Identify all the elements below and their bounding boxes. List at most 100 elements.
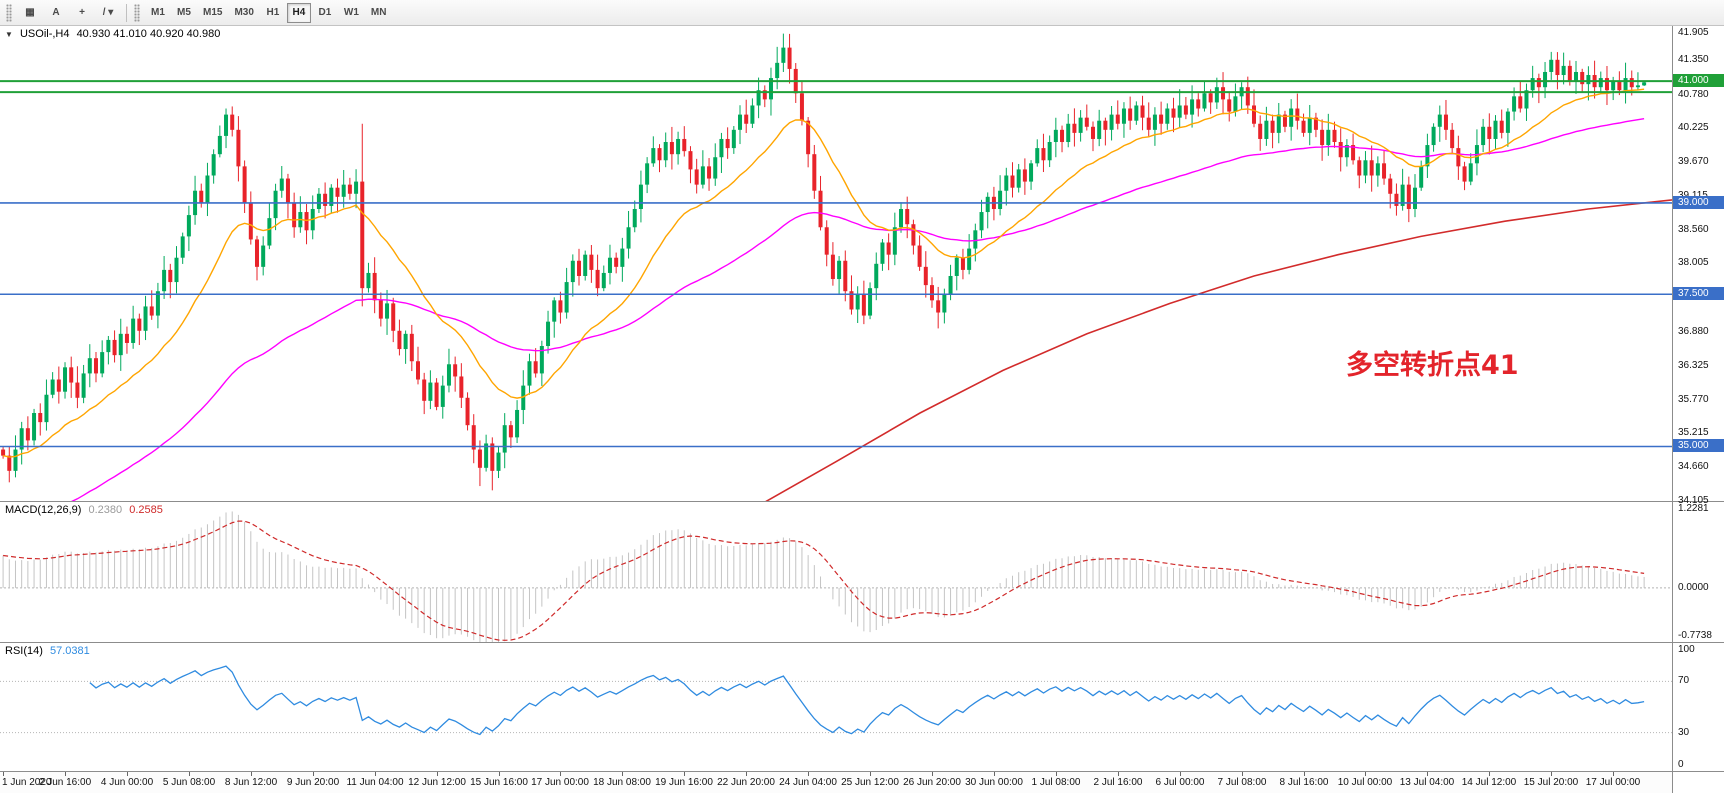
price-axis-label: 35.215 — [1678, 427, 1709, 438]
macd-main-value: 0.2380 — [88, 504, 123, 516]
trendline-dropdown-icon[interactable]: / ▾ — [96, 3, 120, 23]
timeframe-button-m15[interactable]: M15 — [198, 3, 227, 23]
timeframe-button-w1[interactable]: W1 — [339, 3, 364, 23]
chart-window: ▼ USOil-,H4 40.930 41.010 40.920 40.980 … — [0, 26, 1724, 793]
time-axis-label: 25 Jun 12:00 — [841, 777, 899, 788]
price-level-marker: 35.000 — [1673, 439, 1724, 452]
price-axis-label: 39.115 — [1678, 190, 1708, 201]
timeframe-button-m30[interactable]: M30 — [229, 3, 258, 23]
time-axis-label: 9 Jun 20:00 — [286, 777, 340, 788]
crosshair-icon[interactable]: + — [70, 3, 94, 23]
time-axis-tick — [1551, 772, 1552, 776]
time-axis-tick — [684, 772, 685, 776]
panel-divider[interactable] — [0, 642, 1672, 643]
time-axis-tick — [1489, 772, 1490, 776]
timeframe-button-d1[interactable]: D1 — [313, 3, 337, 23]
toolbar-grip-handle[interactable] — [6, 3, 12, 22]
price-axis-label: 40.780 — [1678, 89, 1709, 100]
time-axis-label: 17 Jul 00:00 — [1585, 777, 1641, 788]
rsi-axis-label: 70 — [1678, 675, 1690, 686]
time-axis-tick — [870, 772, 871, 776]
time-axis-label: 18 Jun 08:00 — [593, 777, 651, 788]
ma-fast-line — [2, 88, 1645, 458]
macd-signal-value: 0.2585 — [129, 504, 163, 516]
time-axis-label: 14 Jul 12:00 — [1461, 777, 1517, 788]
time-axis-label: 22 Jun 20:00 — [717, 777, 775, 788]
macd-label: MACD(12,26,9) — [5, 504, 82, 516]
chart-window-icon[interactable]: ▦ — [18, 3, 42, 23]
time-axis-tick — [189, 772, 190, 776]
price-plot[interactable] — [0, 26, 1672, 501]
time-axis-tick — [994, 772, 995, 776]
price-level-marker: 41.000 — [1673, 74, 1724, 87]
rsi-line — [89, 665, 1645, 736]
panel-divider[interactable] — [0, 501, 1672, 502]
price-axis-strip[interactable]: 41.905 41.350 40.780 40.225 39.670 39.115 38.5… — [1672, 26, 1724, 793]
time-axis-tick — [1056, 772, 1057, 776]
time-axis-tick — [127, 772, 128, 776]
time-axis-label: 13 Jul 04:00 — [1399, 777, 1455, 788]
price-axis-label: 38.560 — [1678, 224, 1709, 235]
text-annotation-icon[interactable]: A — [44, 3, 68, 23]
candlestick-series — [1, 33, 1647, 491]
axis-strip-divider — [1673, 501, 1724, 502]
price-axis-label: 34.105 — [1678, 495, 1709, 506]
drawing-toolbar: ▦ A + / ▾ — [17, 3, 121, 23]
price-axis-label: 41.350 — [1678, 54, 1709, 65]
time-axis-tick — [932, 772, 933, 776]
time-axis-tick — [499, 772, 500, 776]
timeframe-grip-handle[interactable] — [134, 3, 140, 22]
time-axis-tick — [1118, 772, 1119, 776]
price-axis-label: 36.325 — [1678, 360, 1709, 371]
time-axis-label: 8 Jul 16:00 — [1279, 777, 1329, 788]
timeframe-button-m1[interactable]: M1 — [146, 3, 170, 23]
time-axis-tick — [1180, 772, 1181, 776]
toolbar-separator — [126, 3, 127, 22]
macd-plot[interactable] — [0, 502, 1672, 642]
timeframe-button-m5[interactable]: M5 — [172, 3, 196, 23]
ma-slow-line — [765, 199, 1672, 501]
axis-strip-divider — [1673, 642, 1724, 643]
time-axis-label: 6 Jul 00:00 — [1155, 777, 1205, 788]
price-axis-label: 34.660 — [1678, 461, 1709, 472]
time-axis-label: 12 Jun 12:00 — [408, 777, 466, 788]
time-axis-tick — [65, 772, 66, 776]
panel-divider[interactable] — [0, 771, 1672, 772]
time-axis-tick — [251, 772, 252, 776]
time-axis-label: 26 Jun 20:00 — [903, 777, 961, 788]
time-axis-label: 7 Jul 08:00 — [1217, 777, 1267, 788]
price-axis-label: 40.225 — [1678, 122, 1709, 133]
rsi-plot[interactable] — [0, 643, 1672, 771]
time-axis-label: 10 Jul 00:00 — [1337, 777, 1393, 788]
macd-axis-label: -0.7738 — [1678, 630, 1712, 641]
time-axis-tick — [1304, 772, 1305, 776]
price-axis-label: 39.670 — [1678, 156, 1709, 167]
time-axis-label: 15 Jun 16:00 — [470, 777, 528, 788]
macd-histogram — [2, 511, 1645, 642]
time-axis-label: 1 Jun 2020 — [2, 777, 52, 788]
axis-strip-divider — [1673, 771, 1724, 772]
time-axis-label: 1 Jul 08:00 — [1031, 777, 1081, 788]
macd-indicator-panel[interactable]: MACD(12,26,9) 0.2380 0.2585 — [0, 502, 1672, 642]
time-axis-tick — [560, 772, 561, 776]
macd-readout: MACD(12,26,9) 0.2380 0.2585 — [5, 504, 167, 516]
price-level-marker: 39.000 — [1673, 196, 1724, 209]
timeframe-button-h1[interactable]: H1 — [261, 3, 285, 23]
price-axis-label: 41.905 — [1678, 27, 1709, 38]
price-chart-panel[interactable]: ▼ USOil-,H4 40.930 41.010 40.920 40.980 … — [0, 26, 1672, 501]
macd-axis-label: 0.0000 — [1678, 582, 1709, 593]
time-axis[interactable]: 1 Jun 2020 2 Jun 16:00 4 Jun 00:00 5 Jun 08… — [0, 772, 1672, 793]
chart-toolbar: ▦ A + / ▾ M1 M5 M15 M30 H1 H4 D1 W1 MN — [0, 0, 1724, 26]
timeframe-button-h4[interactable]: H4 — [286, 2, 311, 23]
rsi-readout: RSI(14) 57.0381 — [5, 645, 94, 657]
time-axis-tick — [808, 772, 809, 776]
rsi-label: RSI(14) — [5, 645, 43, 657]
rsi-axis-label: 0 — [1678, 759, 1684, 770]
time-axis-label: 2 Jul 16:00 — [1093, 777, 1143, 788]
time-axis-tick — [313, 772, 314, 776]
ohlc-values: 40.930 41.010 40.920 40.980 — [76, 28, 221, 40]
timeframe-button-mn[interactable]: MN — [366, 3, 392, 23]
rsi-indicator-panel[interactable]: RSI(14) 57.0381 — [0, 643, 1672, 771]
time-axis-label: 30 Jun 00:00 — [965, 777, 1023, 788]
collapse-icon[interactable]: ▼ — [5, 30, 13, 39]
